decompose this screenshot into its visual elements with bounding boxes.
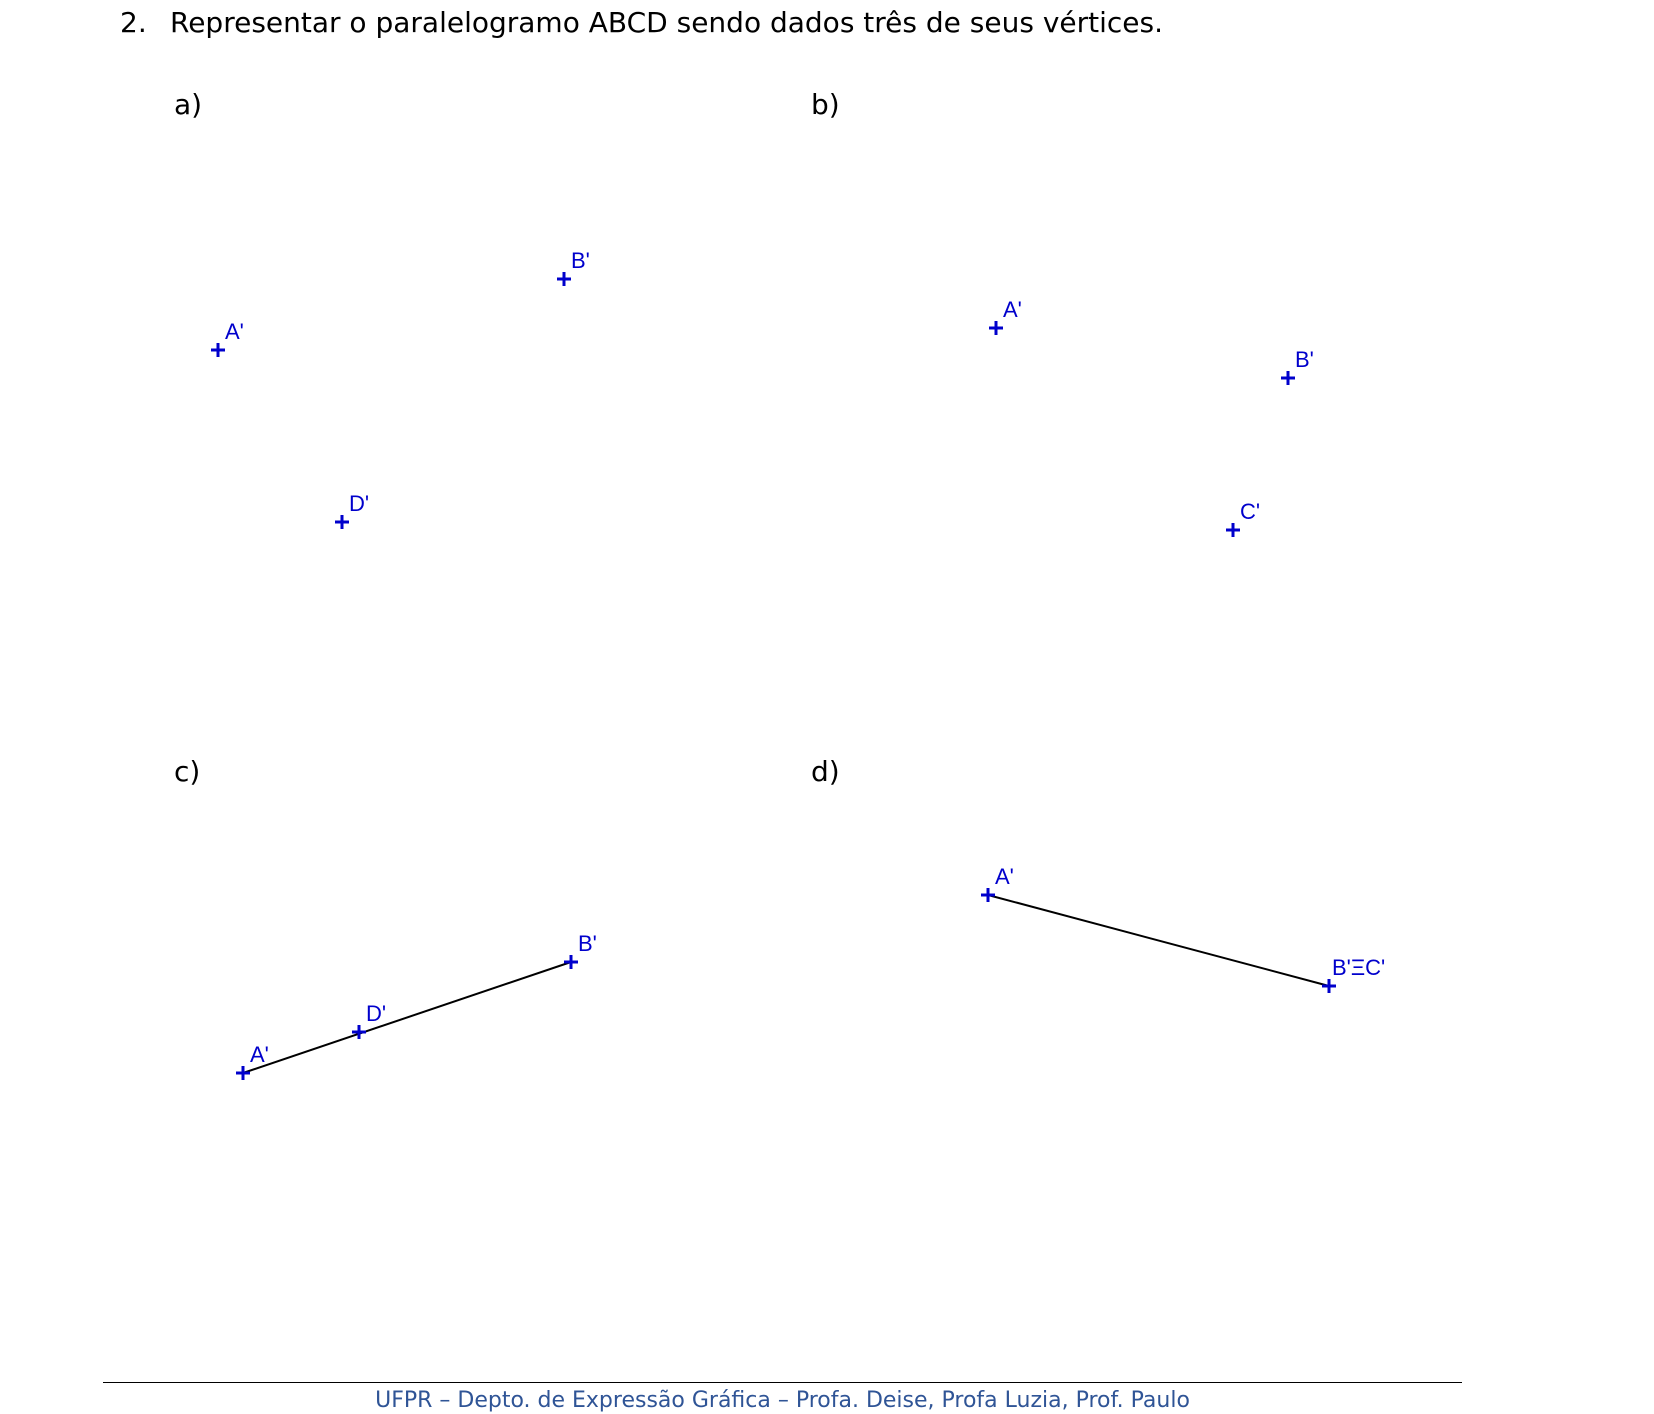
footer-credits: UFPR – Depto. de Expressão Gráfica – Pro… bbox=[375, 1388, 1190, 1413]
point-label: C' bbox=[1240, 499, 1260, 524]
part-d-point-a: A' bbox=[981, 864, 1014, 902]
point-label: B' bbox=[571, 248, 590, 273]
part-c-point-d: D' bbox=[352, 1001, 386, 1039]
point-label: B'ΞC' bbox=[1332, 955, 1385, 980]
part-a-point-d: D' bbox=[335, 491, 369, 529]
point-label: A' bbox=[1003, 297, 1022, 322]
point-label: A' bbox=[250, 1042, 269, 1067]
point-label: B' bbox=[1295, 347, 1314, 372]
part-a-point-b: B' bbox=[557, 248, 590, 286]
part-a-label: a) bbox=[174, 88, 203, 121]
point-label: D' bbox=[349, 491, 369, 516]
part-b-label: b) bbox=[811, 88, 840, 121]
point-label: B' bbox=[578, 931, 597, 956]
question-number: 2. bbox=[120, 6, 147, 39]
part-d-segment bbox=[987, 894, 1330, 987]
part-c-point-b: B' bbox=[564, 931, 597, 969]
question-heading: 2. Representar o paralelogramo ABCD sendo… bbox=[120, 6, 1163, 39]
part-c-label: c) bbox=[174, 755, 201, 788]
part-b-point-c: C' bbox=[1226, 499, 1260, 537]
part-b-point-b: B' bbox=[1281, 347, 1314, 385]
part-d-label: d) bbox=[811, 755, 840, 788]
point-label: D' bbox=[366, 1001, 386, 1026]
footer-divider bbox=[103, 1382, 1462, 1383]
part-d-point-bc: B'ΞC' bbox=[1322, 955, 1385, 993]
part-c-point-a: A' bbox=[236, 1042, 269, 1080]
part-c-segment bbox=[242, 961, 572, 1074]
part-b-point-a: A' bbox=[989, 297, 1022, 335]
point-label: A' bbox=[995, 864, 1014, 889]
part-a-point-a: A' bbox=[211, 319, 244, 357]
question-text: Representar o paralelogramo ABCD sendo d… bbox=[170, 6, 1164, 39]
point-label: A' bbox=[225, 319, 244, 344]
